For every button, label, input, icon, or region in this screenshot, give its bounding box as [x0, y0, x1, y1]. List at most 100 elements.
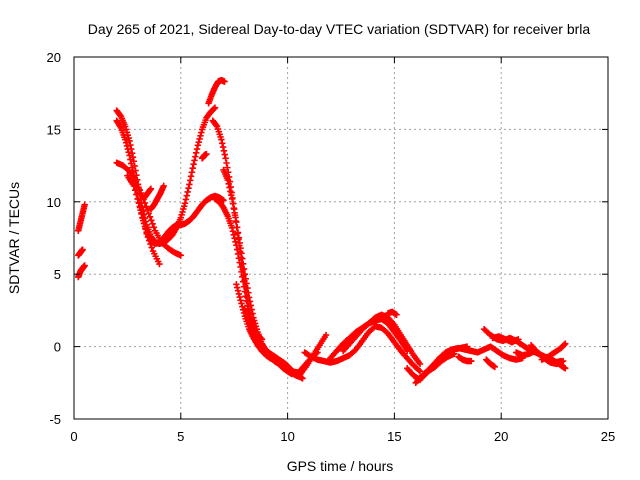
data-point [227, 188, 234, 195]
data-point [247, 302, 255, 309]
data-point [148, 244, 155, 251]
data-point [134, 195, 141, 203]
series-arc-25 [418, 350, 458, 381]
data-point [220, 147, 228, 155]
data-point [225, 180, 232, 188]
data-point [203, 150, 210, 158]
series-arc-33 [512, 347, 565, 366]
data-point [233, 284, 241, 291]
data-point [187, 173, 195, 180]
x-tick-label: 10 [280, 429, 294, 444]
data-point [192, 153, 199, 160]
data-point [183, 192, 190, 199]
data-point [150, 224, 158, 231]
data-point [241, 288, 249, 295]
data-point [224, 176, 231, 184]
data-point [125, 149, 132, 156]
data-point [145, 237, 153, 244]
data-point [451, 350, 458, 358]
data-point [197, 132, 204, 139]
data-point [240, 265, 248, 273]
data-point [160, 182, 167, 190]
data-point [236, 259, 243, 266]
data-point [237, 244, 244, 252]
data-point [416, 368, 424, 375]
chart-title: Day 265 of 2021, Sidereal Day-to-day VTE… [88, 21, 591, 37]
data-point [233, 224, 241, 231]
series-arc-16 [241, 305, 266, 343]
data-point [313, 350, 320, 357]
y-axis-ticks: -5 0 5 10 15 20 [47, 50, 608, 427]
data-point [137, 204, 144, 211]
data-point [140, 220, 148, 227]
data-point [236, 293, 243, 301]
data-point [228, 195, 236, 203]
data-point [238, 300, 245, 307]
data-point [221, 78, 228, 85]
data-point [258, 336, 266, 343]
data-point [220, 197, 227, 204]
data-point [189, 165, 196, 172]
data-point [147, 240, 154, 248]
data-point [156, 260, 163, 268]
data-point [144, 206, 151, 214]
data-point [229, 228, 237, 235]
data-point [230, 231, 237, 239]
data-point [233, 246, 241, 253]
data-point [145, 210, 152, 217]
data-point [147, 185, 155, 192]
data-point [322, 331, 330, 339]
data-point [122, 139, 130, 146]
data-point [146, 213, 154, 221]
y-tick-label: 10 [47, 195, 61, 210]
data-point [222, 155, 229, 162]
data-point [185, 184, 192, 192]
data-point [210, 105, 218, 112]
data-marks [75, 76, 569, 386]
series-arc-11 [198, 150, 210, 162]
x-tick-label: 25 [601, 429, 615, 444]
data-point [139, 214, 146, 222]
series-arc-22 [384, 308, 400, 318]
data-point [79, 246, 86, 253]
data-point [124, 145, 132, 153]
data-point [239, 260, 247, 267]
data-point [177, 252, 184, 259]
data-point [234, 229, 242, 236]
data-point [191, 157, 198, 164]
data-point [231, 209, 238, 217]
data-point [226, 184, 233, 191]
y-tick-label: 0 [54, 340, 61, 355]
series-arc-1 [75, 201, 88, 234]
data-point [149, 220, 156, 228]
data-point [463, 343, 471, 350]
series-arc-26 [455, 353, 475, 365]
x-axis-label: GPS time / hours [287, 458, 394, 474]
y-tick-label: 5 [54, 267, 61, 282]
data-point [192, 149, 200, 157]
data-point [127, 141, 134, 149]
data-point [142, 225, 149, 232]
data-point [224, 164, 231, 171]
data-point [233, 281, 240, 288]
data-point [213, 122, 220, 129]
data-point [133, 191, 140, 198]
data-point [186, 177, 194, 184]
data-point [229, 200, 237, 207]
data-point [239, 255, 246, 262]
data-point [130, 182, 138, 190]
data-point [131, 187, 139, 194]
series-arc-2 [75, 262, 88, 281]
y-tick-label: 20 [47, 50, 61, 65]
data-point [241, 271, 249, 278]
series-arc-27 [468, 343, 526, 363]
y-tick-label: 15 [47, 122, 61, 137]
series-arc-9 [141, 185, 155, 201]
data-point [248, 306, 255, 313]
data-point [182, 196, 190, 203]
series-arc-10 [205, 76, 228, 107]
data-point [561, 341, 568, 348]
data-point [190, 160, 197, 168]
data-point [243, 280, 250, 287]
